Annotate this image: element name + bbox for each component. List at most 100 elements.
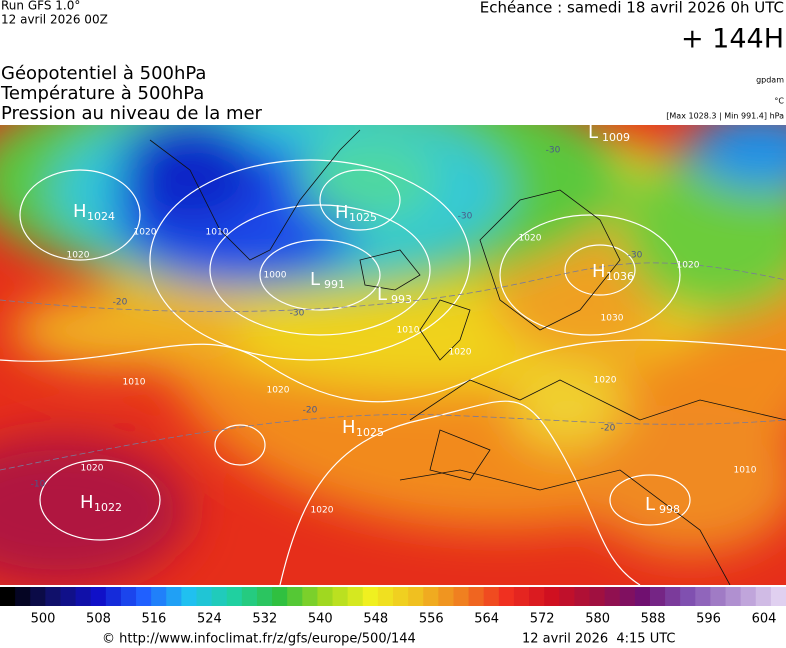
pressure-center-letter: H — [335, 202, 349, 223]
colorbar-swatch — [513, 587, 530, 606]
pressure-center-value: 1025 — [349, 211, 377, 224]
isobar-label: 1010 — [206, 228, 229, 238]
isobars — [0, 159, 786, 585]
pressure-center-letter: L — [645, 494, 655, 515]
isotherm-label: -20 — [601, 424, 616, 434]
pressure-center-value: 991 — [324, 278, 345, 291]
colorbar-swatch — [166, 587, 182, 606]
pressure-center-value: 1036 — [606, 270, 634, 283]
isotherm-label: -30 — [628, 251, 643, 261]
pressure-center-letter: H — [80, 492, 94, 513]
colorbar-swatch — [272, 587, 288, 606]
colorbar-swatch — [60, 587, 77, 606]
pressure-center-value: 993 — [391, 293, 412, 306]
isobar-label: 1020 — [519, 234, 542, 244]
colorbar-swatch — [498, 587, 515, 606]
isobar-label: 1030 — [601, 314, 624, 324]
pressure-center-value: 1022 — [94, 501, 122, 514]
colorbar-swatch — [196, 587, 213, 606]
colorbar-tick-label: 596 — [696, 612, 721, 627]
colorbar-swatch — [75, 587, 92, 606]
unit-pressure: [Max 1028.3 | Min 991.4] hPa — [666, 112, 784, 121]
colorbar-swatch — [0, 587, 16, 606]
colorbar-tick-label: 572 — [530, 612, 555, 627]
colorbar-swatch — [181, 587, 197, 606]
pressure-center-value: 1025 — [356, 426, 384, 439]
isobar-label: 1020 — [311, 506, 334, 516]
colorbar-tick-label: 580 — [585, 612, 610, 627]
isotherm-label: -10 — [31, 480, 46, 490]
colorbar-swatch — [393, 587, 409, 606]
colorbar-swatch — [151, 587, 167, 606]
colorbar-swatch — [559, 587, 575, 606]
colorbar-swatch — [740, 587, 757, 606]
isotherm-label: -30 — [458, 212, 473, 222]
isobar-label: 1010 — [123, 378, 146, 388]
pressure-center-value: 1009 — [602, 131, 630, 144]
colorbar-swatch — [408, 587, 424, 606]
run-date: 12 avril 2026 00Z — [1, 13, 108, 27]
colorbar-swatch — [120, 587, 137, 606]
colorbar-swatch — [362, 587, 379, 606]
colorbar-swatch — [302, 587, 318, 606]
colorbar-swatch — [30, 587, 46, 606]
colorbar-tick-label: 540 — [308, 612, 333, 627]
isobar-label: 1000 — [264, 271, 287, 281]
colorbar-swatch — [136, 587, 152, 606]
colorbar-swatch — [680, 587, 696, 606]
isotherms — [0, 262, 786, 471]
lead-time: + 144H — [681, 24, 784, 55]
colorbar-tick-label: 500 — [31, 612, 56, 627]
colorbar-swatch — [347, 587, 364, 606]
isobar-label: 1010 — [734, 466, 757, 476]
colorbar-tick-label: 532 — [252, 612, 277, 627]
colorbar-swatch — [634, 587, 651, 606]
title-geopotential: Géopotentiel à 500hPa — [1, 63, 206, 84]
title-pressure: Pression au niveau de la mer — [1, 103, 263, 124]
colorbar-tick-label: 548 — [363, 612, 388, 627]
colorbar-swatch — [226, 587, 243, 606]
colorbar-tick-label: 588 — [641, 612, 666, 627]
run-label: Run GFS 1.0° — [1, 0, 80, 13]
colorbar-swatch — [241, 587, 258, 606]
pressure-center-letter: H — [73, 201, 87, 222]
isobar-label: 1020 — [677, 261, 700, 271]
colorbar-swatch — [423, 587, 439, 606]
colorbar-swatch — [468, 587, 485, 606]
colorbar-swatch — [589, 587, 606, 606]
unit-celsius: °C — [774, 97, 784, 106]
colorbar-swatch — [483, 587, 500, 606]
colorbar-swatch — [453, 587, 470, 606]
colorbar-swatch — [665, 587, 681, 606]
isotherm-label: -30 — [546, 146, 561, 156]
footer-url: © http://www.infoclimat.fr/z/gfs/europe/… — [102, 632, 416, 647]
colorbar-swatch — [755, 587, 772, 606]
colorbar-swatch — [604, 587, 621, 606]
pressure-center-letter: L — [377, 284, 387, 305]
isobar-label: 1020 — [594, 376, 617, 386]
isotherm-label: -20 — [303, 406, 318, 416]
colorbar-tick-label: 556 — [419, 612, 444, 627]
colorbar-swatch — [317, 587, 334, 606]
colorbar-swatch — [438, 587, 454, 606]
footer-date: 12 avril 2026 4:15 UTC — [522, 632, 675, 647]
isobar-label: 1020 — [449, 348, 472, 358]
field-shading — [0, 125, 786, 585]
colorbar-swatch — [619, 587, 636, 606]
pressure-center-letter: L — [588, 122, 598, 143]
colorbar-swatch — [710, 587, 727, 606]
colorbar-swatch — [211, 587, 228, 606]
colorbar-swatch — [256, 587, 273, 606]
colorbar-swatch — [332, 587, 349, 606]
colorbar-tick-label: 516 — [142, 612, 167, 627]
title-temperature: Température à 500hPa — [0, 83, 204, 104]
colorbar-swatch — [574, 587, 590, 606]
coastlines — [149, 129, 786, 585]
colorbar-tick-label: 508 — [86, 612, 111, 627]
colorbar-swatch — [45, 587, 61, 606]
colorbar-swatch — [725, 587, 742, 606]
colorbar-swatch — [770, 587, 786, 606]
isobar-label: 1020 — [134, 228, 157, 238]
